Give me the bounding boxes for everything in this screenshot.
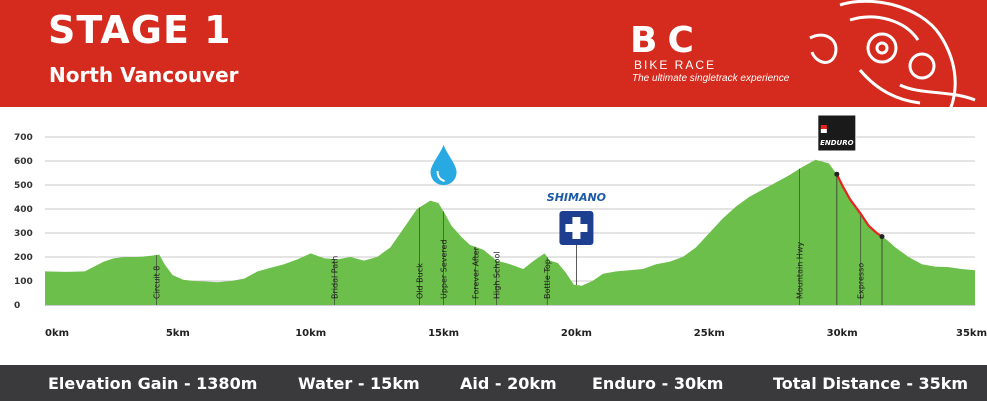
elevation-area <box>45 159 975 305</box>
trail-label: Bottle Top <box>543 259 552 299</box>
stage-location: North Vancouver <box>49 63 239 87</box>
y-tick-label: 500 <box>14 181 33 191</box>
aid-cross-horizontal <box>565 224 588 232</box>
trail-label: Old Buck <box>416 263 425 299</box>
x-tick-label: 35km <box>956 328 987 339</box>
stat-total-distance: Total Distance - 35km <box>773 374 969 393</box>
enduro-flag-red <box>820 125 827 129</box>
trail-label: Forever After <box>471 246 480 299</box>
enduro-flag-icon: ENDURO <box>817 114 857 152</box>
trail-label: High School <box>493 252 502 300</box>
water-drop-shine <box>436 170 445 182</box>
y-tick-label: 600 <box>14 157 33 167</box>
enduro-box <box>817 114 857 152</box>
stats-footer: Elevation Gain - 1380m Water - 15km Aid … <box>0 365 987 401</box>
trail-label: Upper Severed <box>440 239 449 299</box>
y-tick-label: 300 <box>14 229 33 239</box>
x-tick-label: 10km <box>295 328 326 339</box>
x-tick-label: 20km <box>561 328 592 339</box>
enduro-label: ENDURO <box>820 139 854 147</box>
enduro-segment-line <box>835 173 883 238</box>
bc-bike-race-logo: BC BIKE RACE The ultimate singletrack ex… <box>630 20 789 88</box>
x-tick-label: 25km <box>694 328 725 339</box>
logo-tagline: The ultimate singletrack experience <box>632 73 790 84</box>
header-banner: STAGE 1 North Vancouver BC BIKE RACE The… <box>0 0 987 107</box>
trail-label: Circuit 8 <box>153 266 162 299</box>
x-tick-label: 5km <box>166 328 190 339</box>
x-tick-label: 30km <box>827 328 858 339</box>
y-tick-label: 200 <box>14 253 33 263</box>
elevation-profile-chart: Circuit 8 Bridal Path Old Buck Upper Severe… <box>14 114 987 339</box>
water-drop-shape <box>430 145 457 185</box>
stat-enduro: Enduro - 30km <box>592 374 724 393</box>
haida-mask-logo-icon <box>809 0 976 107</box>
y-tick-label: 700 <box>14 133 33 143</box>
stat-aid: Aid - 20km <box>460 374 557 393</box>
trail-label: Mountain Hwy <box>796 242 805 299</box>
stage-title: STAGE 1 <box>48 8 232 52</box>
shimano-logo: SHIMANO <box>547 191 606 204</box>
first-aid-cross-icon <box>559 211 594 245</box>
trail-label: Bridal Path <box>331 256 340 299</box>
stat-elevation-gain: Elevation Gain - 1380m <box>48 374 258 393</box>
trail-label: Expresso <box>857 263 866 299</box>
y-tick-label: 400 <box>14 205 33 215</box>
x-tick-label: 15km <box>428 328 459 339</box>
stat-water: Water - 15km <box>298 374 420 393</box>
logo-mark: BC <box>630 20 704 61</box>
enduro-flag-white <box>820 129 827 133</box>
x-tick-label: 0km <box>45 328 69 339</box>
water-drop-icon <box>430 145 457 185</box>
y-tick-label: 0 <box>14 301 20 311</box>
logo-name: BIKE RACE <box>634 58 717 72</box>
y-tick-label: 100 <box>14 277 33 287</box>
